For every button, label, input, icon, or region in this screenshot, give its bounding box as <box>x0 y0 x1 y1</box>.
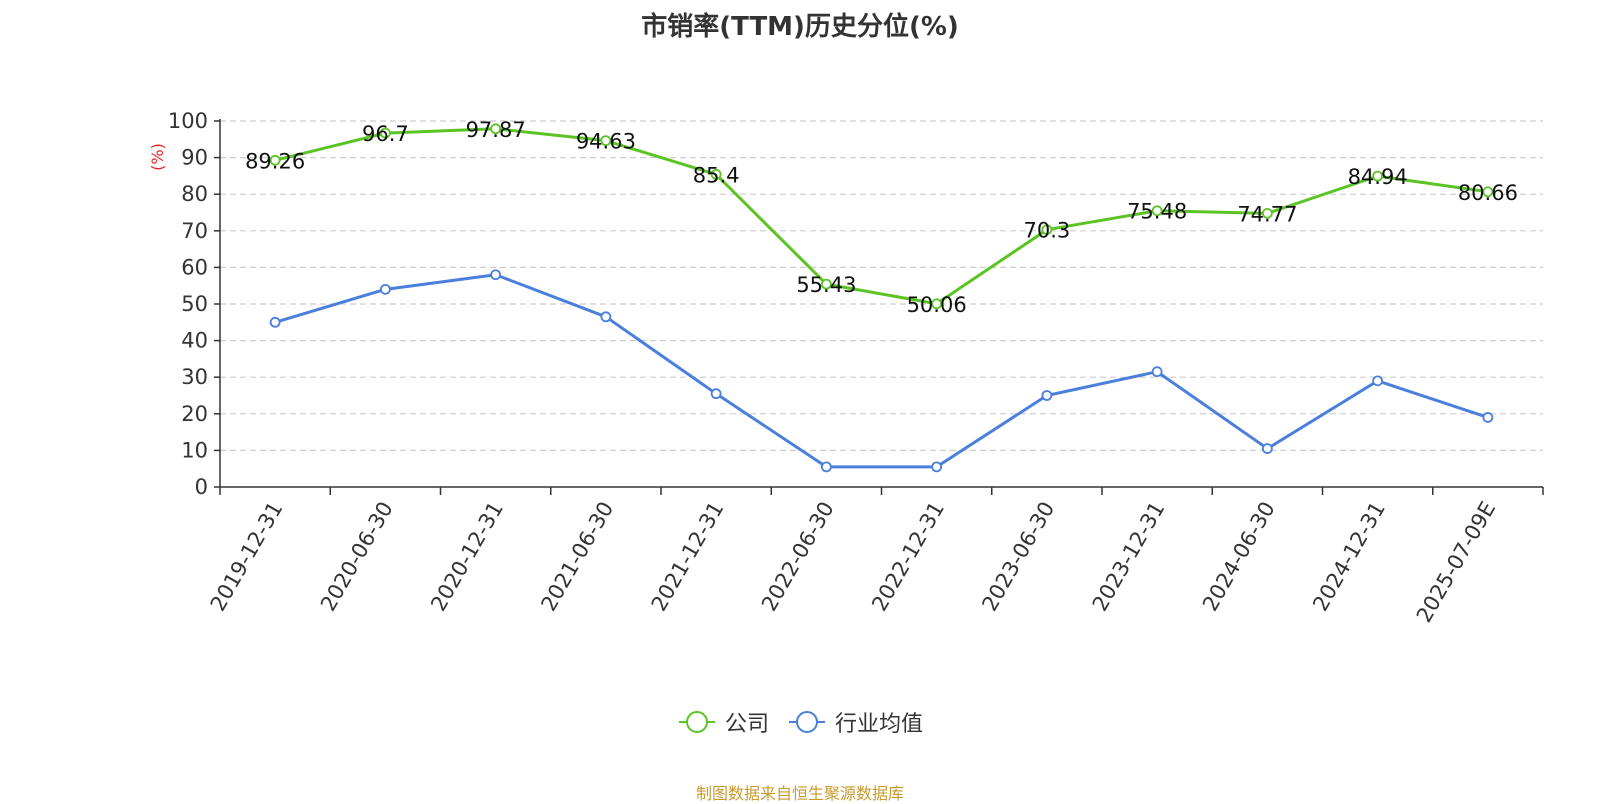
x-tick-label: 2019-12-31 <box>206 498 288 616</box>
y-axis-label: (%) <box>148 143 167 171</box>
legend-company-marker-icon <box>678 711 715 733</box>
legend: 公司 行业均值 <box>0 706 1600 738</box>
data-point <box>1151 205 1163 217</box>
data-label: 75.48 <box>1127 200 1187 224</box>
data-point <box>269 154 281 166</box>
data-label: 97.87 <box>466 118 526 142</box>
y-tick-label: 30 <box>181 365 208 389</box>
data-label: 74.77 <box>1237 202 1297 226</box>
data-label: 84.94 <box>1348 165 1408 189</box>
data-point <box>1041 390 1053 401</box>
y-tick-label: 50 <box>181 292 208 316</box>
data-label: 89.26 <box>245 149 305 173</box>
x-tick-label: 2020-06-30 <box>316 498 398 616</box>
data-point <box>1261 443 1273 454</box>
data-point <box>820 461 832 473</box>
data-point <box>1482 186 1494 198</box>
x-tick-label: 2023-12-31 <box>1088 498 1170 616</box>
y-tick-label: 0 <box>195 475 208 499</box>
data-point <box>600 311 612 323</box>
x-tick-label: 2021-12-31 <box>647 498 729 616</box>
source-note: 制图数据来自恒生聚源数据库 <box>695 784 904 803</box>
data-point <box>820 278 832 290</box>
data-label: 94.63 <box>576 130 636 154</box>
series-line-1 <box>274 273 1489 469</box>
x-tick-label: 2020-12-31 <box>426 498 508 616</box>
legend-industry-marker-icon <box>789 711 825 733</box>
legend-label-company: 公司 <box>724 712 769 737</box>
y-tick-label: 10 <box>181 438 208 462</box>
data-point <box>379 283 391 295</box>
x-tick-label: 2021-06-30 <box>536 498 618 616</box>
data-label: 70.3 <box>1023 219 1070 243</box>
y-tick-label: 20 <box>181 402 208 426</box>
data-point <box>1261 207 1273 219</box>
line-chart: 0 10 20 30 40 50 60 70 80 90 100(%) 2019-12-31 2020-… <box>148 109 1544 627</box>
data-label: 85.4 <box>693 163 740 187</box>
data-point <box>1151 366 1163 378</box>
y-tick-label: 60 <box>181 255 208 279</box>
data-point <box>1041 224 1053 236</box>
chart-title: 市销率(TTM)历史分位(%) <box>641 12 959 42</box>
series-line-0 <box>274 127 1489 306</box>
x-tick-label: 2023-06-30 <box>977 498 1059 616</box>
data-point <box>490 123 502 135</box>
data-label: 55.43 <box>796 273 856 297</box>
data-label: 80.66 <box>1458 181 1518 205</box>
legend-item-company[interactable]: 公司 <box>677 706 769 738</box>
y-tick-label: 90 <box>181 146 208 170</box>
data-label: 96.7 <box>362 122 409 146</box>
legend-item-industry[interactable]: 行业均值 <box>787 706 923 738</box>
data-point <box>710 169 722 180</box>
data-point <box>379 127 391 139</box>
data-point <box>710 388 722 400</box>
x-tick-label: 2025-07-09E <box>1412 498 1500 627</box>
y-tick-label: 40 <box>181 329 208 353</box>
data-point <box>1372 170 1384 182</box>
data-point <box>931 461 943 473</box>
y-tick-label: 70 <box>181 219 208 243</box>
legend-label-industry: 行业均值 <box>835 712 924 737</box>
x-tick-label: 2022-06-30 <box>757 498 839 616</box>
data-point <box>1482 412 1494 423</box>
x-tick-label: 2024-06-30 <box>1198 498 1280 616</box>
data-point <box>1372 375 1384 387</box>
data-point <box>931 298 943 310</box>
x-tick-label: 2024-12-31 <box>1308 498 1390 616</box>
x-tick-label: 2022-12-31 <box>867 498 949 616</box>
data-label: 50.06 <box>907 293 967 317</box>
data-point <box>269 316 281 328</box>
data-point <box>490 269 502 281</box>
data-point <box>600 135 612 147</box>
y-tick-label: 100 <box>168 109 208 133</box>
y-tick-label: 80 <box>181 182 208 206</box>
